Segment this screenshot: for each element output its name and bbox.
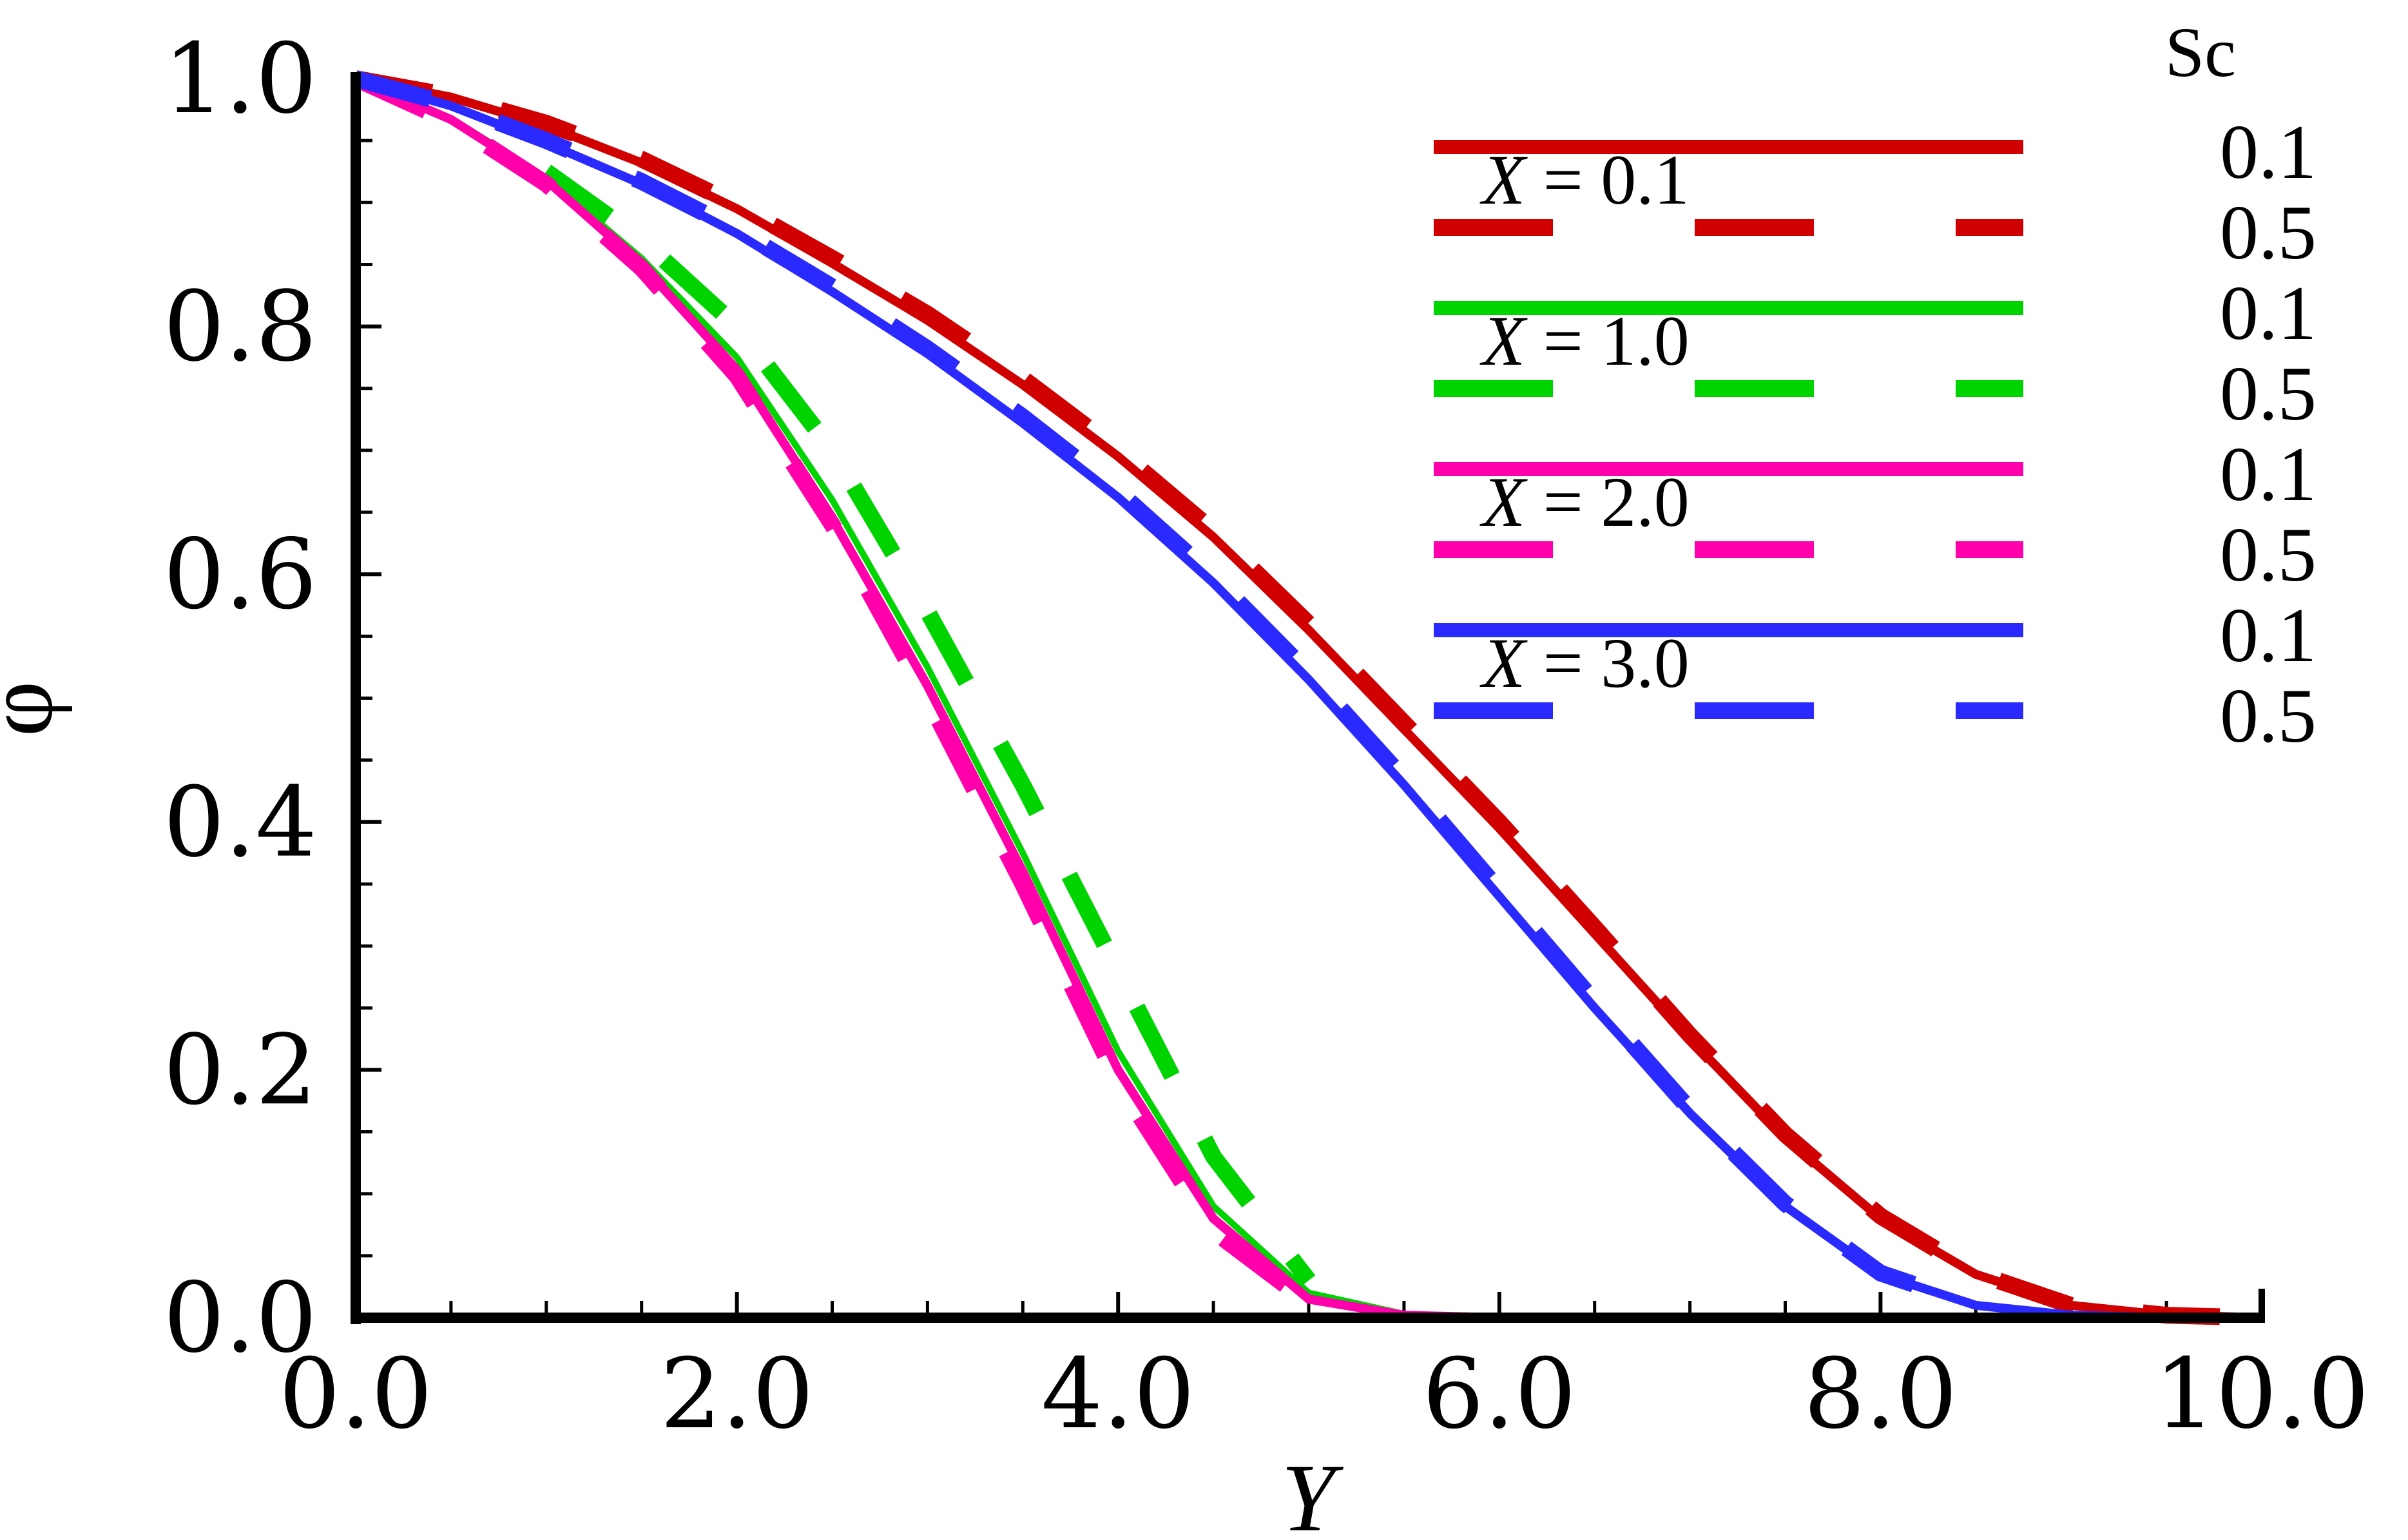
y-tick-label: 0.0 bbox=[163, 1262, 317, 1374]
legend-sc-value: 0.1 bbox=[2220, 109, 2316, 195]
x-tick-label: 8.0 bbox=[1804, 1338, 1958, 1450]
legend-group-label: X = 3.0 bbox=[1479, 624, 1690, 702]
x-tick-label: 4.0 bbox=[1041, 1338, 1195, 1450]
legend-group-label: X = 1.0 bbox=[1479, 302, 1690, 380]
legend-sc-value: 0.1 bbox=[2220, 270, 2316, 356]
y-axis-title: φ bbox=[0, 681, 73, 737]
tick-labels: 0.0 2.0 4.0 6.0 8.0 10.0 0.0 0.2 0.4 0.6 0.8 1.0 bbox=[163, 23, 2369, 1450]
x-axis-title: Y bbox=[1281, 1445, 1344, 1540]
legend-sc-value: 0.5 bbox=[2220, 512, 2316, 597]
legend-sc-value: 0.5 bbox=[2220, 673, 2316, 758]
series-line bbox=[353, 70, 1979, 1314]
legend-sc-value: 0.5 bbox=[2220, 351, 2316, 436]
series-line bbox=[352, 71, 1314, 1310]
axes bbox=[351, 72, 2262, 1324]
series-line bbox=[541, 164, 1316, 1286]
x-tick-label: 0.0 bbox=[279, 1338, 433, 1450]
legend-sc-value: 0.5 bbox=[2220, 189, 2316, 275]
y-tick-label: 1.0 bbox=[163, 23, 317, 135]
legend-sc-value: 0.1 bbox=[2220, 592, 2316, 678]
legend-sc-value: 0.1 bbox=[2220, 431, 2316, 517]
y-tick-label: 0.6 bbox=[163, 519, 317, 631]
plot-series bbox=[352, 70, 2262, 1326]
series-line bbox=[354, 70, 2262, 1326]
x-tick-label: 2.0 bbox=[660, 1338, 814, 1450]
legend: Sc X = 0.1 0.10.5X = 1.0 0.10.5X = 2.0 0.10… bbox=[1434, 13, 2316, 758]
legend-header: Sc bbox=[2165, 13, 2236, 91]
y-tick-label: 0.8 bbox=[163, 271, 317, 383]
y-tick-label: 0.4 bbox=[163, 767, 317, 879]
x-tick-label: 6.0 bbox=[1423, 1338, 1577, 1450]
y-tick-label: 0.2 bbox=[163, 1014, 317, 1126]
x-tick-label: 10.0 bbox=[2154, 1338, 2369, 1450]
legend-group-label: X = 0.1 bbox=[1479, 140, 1690, 219]
legend-group-label: X = 2.0 bbox=[1479, 463, 1690, 541]
